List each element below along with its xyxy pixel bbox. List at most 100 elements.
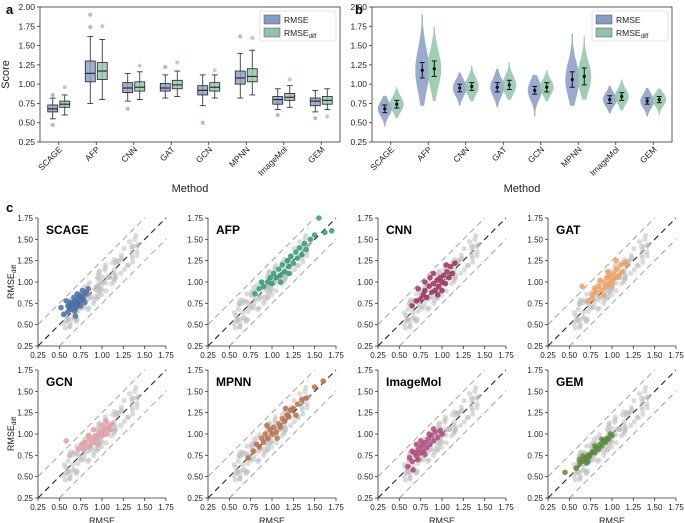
- scatter-point: [417, 438, 424, 444]
- x-tick-label: 0.50: [52, 351, 68, 360]
- scatter-point: [60, 311, 67, 318]
- background-point: [134, 249, 140, 255]
- scatter-point: [316, 215, 322, 221]
- scatter-point: [423, 444, 430, 451]
- x-tick-label: 1.50: [137, 503, 153, 512]
- background-point: [430, 300, 437, 306]
- x-tick-label: AFP: [415, 144, 434, 163]
- scatter-point: [619, 268, 626, 275]
- background-point: [134, 252, 140, 259]
- scatter-point: [598, 443, 605, 449]
- scatter-point: [443, 262, 450, 268]
- scatter-point: [269, 280, 275, 287]
- x-tick-label: 0.25: [370, 351, 386, 360]
- background-point: [474, 252, 480, 259]
- background-point: [132, 388, 138, 394]
- background-point: [600, 452, 607, 458]
- background-point: [62, 325, 69, 331]
- background-point: [134, 401, 140, 407]
- legend-swatch: [263, 27, 281, 38]
- background-point: [90, 300, 97, 306]
- scatter-point: [598, 287, 605, 294]
- background-point: [73, 318, 79, 324]
- background-point: [413, 470, 419, 476]
- x-tick-label: MPNN: [559, 144, 584, 169]
- box-outlier: [50, 123, 55, 128]
- scatter-point: [616, 272, 622, 278]
- background-point: [245, 299, 251, 305]
- x-tick-label: 1.25: [286, 351, 302, 360]
- y-tick-label: 1.25: [357, 257, 373, 266]
- background-point: [278, 433, 285, 439]
- subplot-title: GAT: [556, 223, 581, 237]
- reference-line: [377, 217, 485, 325]
- y-tick-label: 1.75: [527, 366, 543, 375]
- background-point: [403, 312, 409, 318]
- background-point: [580, 297, 586, 303]
- scatter-point: [409, 448, 415, 454]
- background-point: [575, 306, 581, 312]
- scatter-point: [442, 280, 449, 287]
- scatter-point: [427, 274, 433, 281]
- background-point: [618, 281, 625, 287]
- x-tick-label: 1.25: [286, 503, 302, 512]
- y-tick-label: 1.75: [187, 366, 203, 375]
- panel-label-a: a: [6, 2, 14, 17]
- background-point: [67, 320, 73, 326]
- x-tick-label: 1.25: [626, 503, 642, 512]
- background-point: [644, 401, 650, 407]
- background-point: [473, 232, 479, 239]
- background-point: [116, 410, 122, 417]
- x-tick-label: 0.25: [370, 503, 386, 512]
- background-point: [414, 291, 420, 297]
- background-point: [102, 262, 109, 268]
- background-point: [96, 268, 103, 274]
- scatter-subplot: 0.250.25 0.50 0.50 0.75 0.75 1.00 1.00 1.25 1.25…: [6, 214, 174, 360]
- legend-swatch: [263, 14, 281, 25]
- scatter-point: [284, 257, 291, 264]
- background-point: [469, 252, 475, 258]
- scatter-point: [597, 277, 603, 284]
- x-tick-label: 0.75: [413, 503, 429, 512]
- background-point: [268, 439, 274, 445]
- background-point: [248, 305, 254, 311]
- scatter-point: [434, 292, 441, 298]
- background-point: [108, 281, 115, 287]
- background-point: [452, 426, 459, 433]
- background-point: [458, 270, 464, 276]
- scatter-point: [90, 426, 97, 433]
- y-axis-title-main: RMSE: [6, 273, 16, 299]
- scatter-point: [87, 443, 93, 449]
- background-point: [410, 310, 416, 316]
- background-point: [621, 422, 627, 428]
- scatter-point: [417, 296, 424, 302]
- background-point: [622, 274, 629, 281]
- scatter-point: [274, 435, 280, 442]
- y-tick-label: 0.25: [17, 342, 33, 351]
- scatter-subplot: 0.250.25 0.50 0.50 0.75 0.75 1.00 1.00 1.25 1.25…: [187, 214, 344, 360]
- y-axis-title-main: RMSE: [6, 425, 16, 451]
- background-point: [474, 395, 480, 401]
- y-axis-title: Score: [0, 60, 12, 89]
- x-tick-label: 0.25: [200, 503, 216, 512]
- x-tick-label: 1.50: [647, 503, 663, 512]
- scatter-point: [422, 287, 428, 294]
- y-tick-label: 0.25: [357, 342, 373, 351]
- background-point: [99, 274, 105, 280]
- background-point: [273, 288, 279, 294]
- scatter-point: [286, 414, 292, 420]
- background-point: [243, 318, 249, 324]
- background-point: [458, 252, 464, 258]
- scatter-point: [260, 283, 267, 290]
- background-point: [121, 246, 127, 252]
- y-tick-label: 1.50: [357, 235, 373, 244]
- x-tick-label: 0.75: [583, 503, 599, 512]
- scatter-point: [617, 262, 624, 268]
- y-tick-label: 0.25: [350, 137, 367, 147]
- background-point: [108, 433, 115, 439]
- reference-line: [37, 217, 145, 325]
- reference-line: [207, 217, 315, 325]
- background-point: [129, 399, 135, 405]
- y-tick-label: 0.50: [350, 118, 367, 128]
- background-point: [596, 305, 602, 311]
